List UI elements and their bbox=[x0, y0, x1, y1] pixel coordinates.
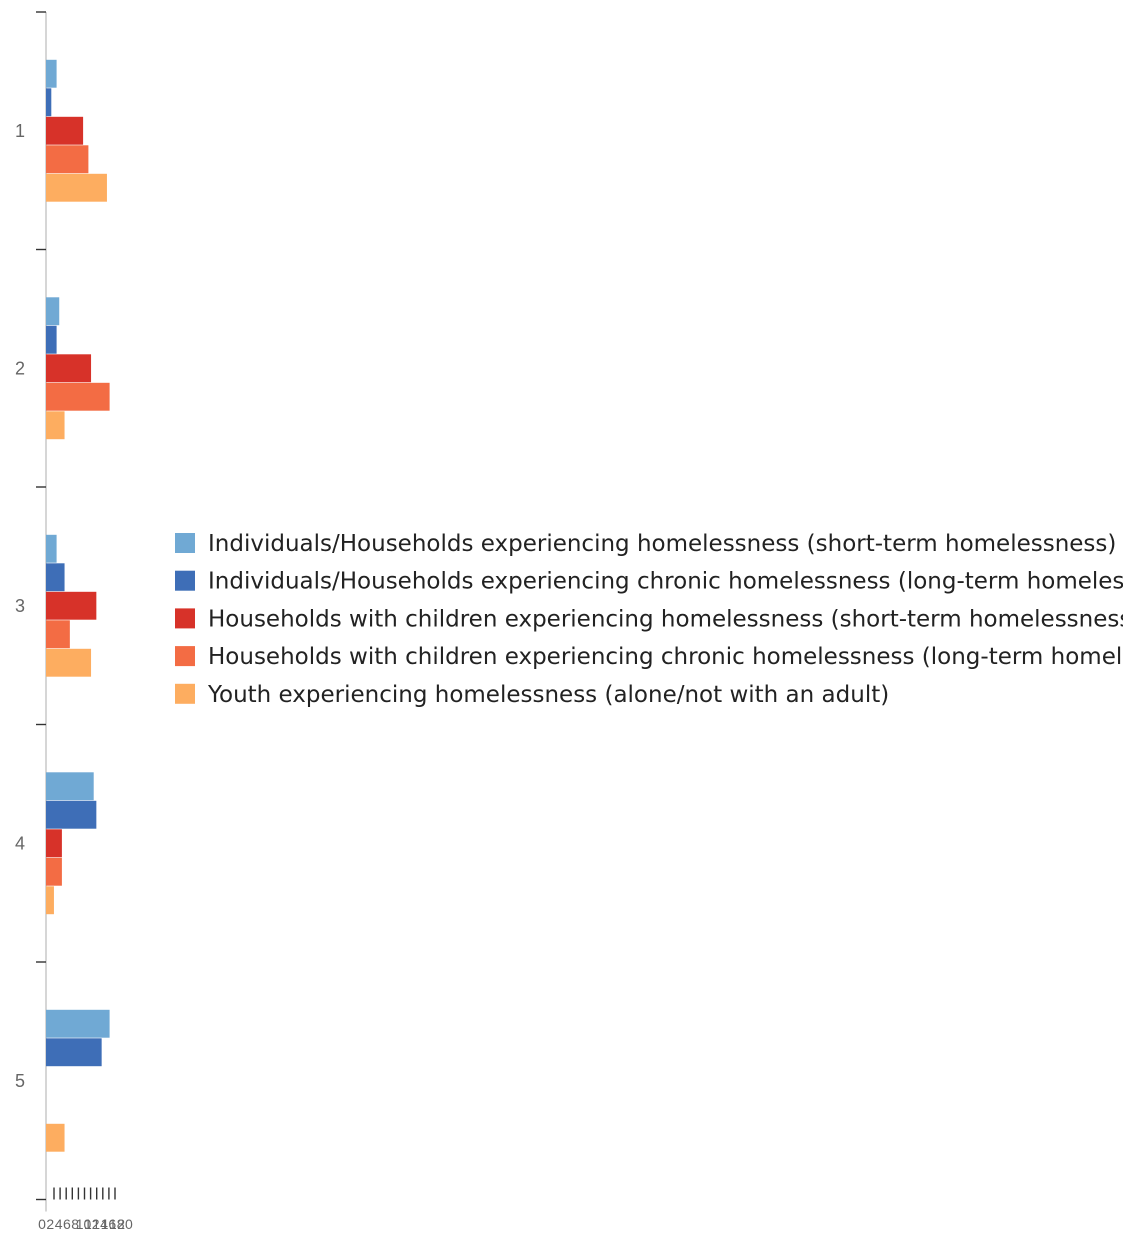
bar[interactable] bbox=[46, 59, 57, 88]
category-label: 3 bbox=[15, 596, 25, 616]
x-tick-label: 10 bbox=[76, 1216, 92, 1232]
legend-item[interactable]: Individuals/Households experiencing home… bbox=[175, 531, 1116, 557]
legend-item[interactable]: Households with children experiencing ho… bbox=[175, 606, 1123, 632]
legend-label: Youth experiencing homelessness (alone/n… bbox=[207, 682, 889, 708]
bar[interactable] bbox=[46, 1009, 110, 1038]
bar[interactable] bbox=[46, 534, 57, 563]
legend-item[interactable]: Youth experiencing homelessness (alone/n… bbox=[175, 682, 889, 708]
bar[interactable] bbox=[46, 563, 65, 592]
category-labels: 1 2 3 4 5 bbox=[15, 121, 25, 1091]
legend-label: Households with children experiencing ho… bbox=[208, 606, 1123, 632]
bar[interactable] bbox=[46, 88, 52, 117]
category-label: 4 bbox=[15, 833, 25, 853]
bar[interactable] bbox=[46, 354, 92, 383]
bar[interactable] bbox=[46, 1123, 65, 1152]
category-label: 1 bbox=[15, 121, 25, 141]
bar[interactable] bbox=[46, 857, 62, 886]
bar[interactable] bbox=[46, 297, 60, 326]
x-tick-label: 0 bbox=[38, 1216, 46, 1232]
legend-label: Individuals/Households experiencing chro… bbox=[208, 569, 1123, 595]
bar[interactable] bbox=[46, 116, 84, 145]
bar[interactable] bbox=[46, 145, 89, 174]
x-tick-label: 4 bbox=[55, 1216, 63, 1232]
bar[interactable] bbox=[46, 886, 54, 915]
legend-item[interactable]: Individuals/Households experiencing chro… bbox=[175, 569, 1123, 595]
legend-label: Households with children experiencing ch… bbox=[208, 644, 1123, 670]
bars bbox=[46, 59, 110, 1152]
category-label: 2 bbox=[15, 358, 25, 378]
legend[interactable]: Individuals/Households experiencing home… bbox=[175, 531, 1123, 708]
x-tick-label: 2 bbox=[46, 1216, 54, 1232]
bar[interactable] bbox=[46, 382, 110, 411]
bar[interactable] bbox=[46, 325, 57, 354]
legend-swatch bbox=[175, 646, 195, 667]
bar[interactable] bbox=[46, 173, 107, 202]
x-tick-label: 16 bbox=[101, 1216, 117, 1232]
x-tick-label: 6 bbox=[63, 1216, 71, 1232]
bar[interactable] bbox=[46, 411, 65, 440]
x-tick-label: 14 bbox=[92, 1216, 108, 1232]
axes bbox=[36, 11, 47, 1212]
bar[interactable] bbox=[46, 800, 97, 829]
x-tick-label: 20 bbox=[117, 1216, 133, 1232]
x-tick-label: 8 bbox=[71, 1216, 79, 1232]
legend-swatch bbox=[175, 683, 195, 704]
bar[interactable] bbox=[46, 772, 94, 801]
bar[interactable] bbox=[46, 620, 70, 649]
legend-swatch bbox=[175, 608, 195, 629]
x-tick-label: 12 bbox=[84, 1216, 100, 1232]
legend-item[interactable]: Households with children experiencing ch… bbox=[175, 644, 1123, 670]
legend-swatch bbox=[175, 570, 195, 591]
bar[interactable] bbox=[46, 648, 92, 677]
bar[interactable] bbox=[46, 829, 62, 858]
x-tick-label: 18 bbox=[109, 1216, 125, 1232]
bar[interactable] bbox=[46, 1038, 102, 1067]
legend-label: Individuals/Households experiencing home… bbox=[208, 531, 1116, 557]
legend-swatch bbox=[175, 533, 195, 553]
bar[interactable] bbox=[46, 591, 97, 620]
category-label: 5 bbox=[15, 1071, 25, 1091]
